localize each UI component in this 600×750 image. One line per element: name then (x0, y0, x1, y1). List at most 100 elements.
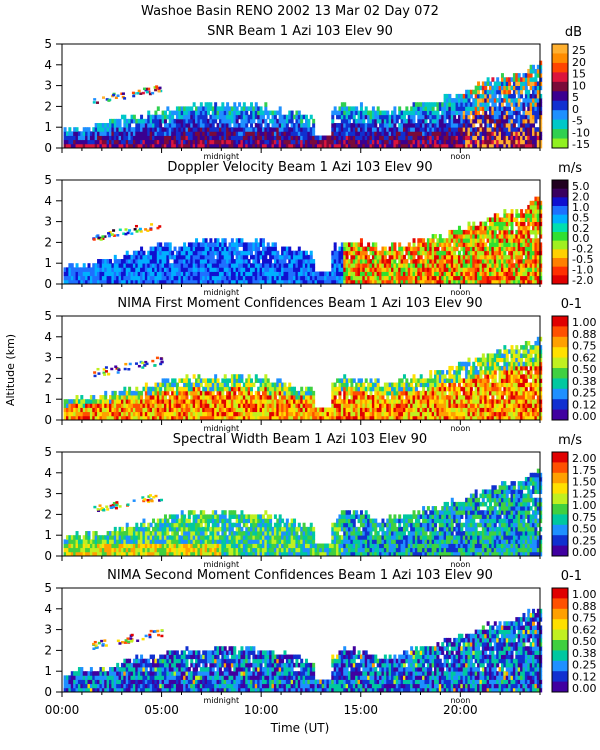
y-tick-label: 1 (44, 392, 52, 406)
colorbar-swatch (552, 671, 568, 683)
panel-2: Doppler Velocity Beam 1 Azi 103 Elev 90 0… (44, 160, 593, 297)
colorbar-swatch (552, 629, 568, 641)
y-tick-label: 2 (44, 507, 52, 521)
y-tick-label: 1 (44, 120, 52, 134)
panels-group: SNR Beam 1 Azi 103 Elev 90 0 1 2 3 4 5 midnight… (44, 24, 596, 705)
colorbar-label: 0.75 (572, 340, 597, 353)
y-tick-label: 4 (44, 58, 52, 72)
panel-5: NIMA Second Moment Confidences Beam 1 Az… (44, 568, 596, 705)
panel-3: NIMA First Moment Confidences Beam 1 Azi… (44, 296, 596, 433)
colorbar-swatch (552, 138, 568, 149)
time-marker-midnight: midnight (203, 152, 239, 161)
colorbar-label: -0.2 (572, 243, 593, 256)
colorbar-swatch (552, 110, 568, 121)
x-tick-label: 00:00 (45, 703, 80, 717)
colorbar-label: 0.12 (572, 398, 597, 411)
colorbar-label: 10 (572, 79, 586, 92)
colorbar-swatch (552, 472, 568, 484)
colorbar-swatch (552, 316, 568, 327)
units-label: 0-1 (561, 297, 582, 312)
colorbar-swatch (552, 266, 568, 276)
colorbar-swatch (552, 206, 568, 216)
y-tick-label: 3 (44, 79, 52, 93)
colorbar-swatch (552, 53, 568, 64)
colorbar-swatch (552, 388, 568, 400)
colorbar-frame (551, 43, 569, 149)
y-tick-label: 3 (44, 215, 52, 229)
x-tick-label: 05:00 (144, 703, 179, 717)
colorbar-swatch (552, 336, 568, 348)
y-tick-label: 2 (44, 235, 52, 249)
colorbar-swatch (552, 129, 568, 140)
units-label: m/s (558, 161, 582, 176)
colorbar-label: 1.00 (572, 499, 597, 512)
colorbar-swatch (552, 249, 568, 259)
colorbar-swatch (552, 650, 568, 662)
colorbar: 1.000.880.750.620.500.380.250.120.00 (551, 587, 597, 695)
main-title: Washoe Basin RENO 2002 13 Mar 02 Day 072 (141, 4, 439, 19)
y-tick-label: 0 (44, 141, 52, 155)
colorbar-swatch (552, 180, 568, 190)
time-marker-noon: noon (450, 560, 470, 569)
y-tick-label: 0 (44, 549, 52, 563)
colorbar-label: -15 (572, 138, 590, 151)
time-marker-noon: noon (450, 288, 470, 297)
colorbar-label: 1.00 (572, 588, 597, 601)
colorbar-label: 1.50 (572, 476, 597, 489)
colorbar-swatch (552, 462, 568, 474)
colorbar-label: 0 (572, 103, 579, 116)
colorbar-swatch (552, 223, 568, 233)
colorbar-swatch (552, 258, 568, 268)
y-tick-label: 0 (44, 685, 52, 699)
colorbar-swatch (552, 483, 568, 495)
colorbar-label: 0.5 (572, 211, 590, 224)
colorbar-swatch (552, 326, 568, 338)
panel-1: SNR Beam 1 Azi 103 Elev 90 0 1 2 3 4 5 midnight… (44, 24, 590, 161)
colorbar: 2.001.751.501.251.000.750.500.250.00 (551, 451, 597, 559)
x-axis: 00:00 05:00 10:00 15:00 20:00 (45, 703, 478, 717)
colorbar-swatch (552, 452, 568, 463)
colorbar-label: 1.0 (572, 201, 590, 214)
panel-title: NIMA First Moment Confidences Beam 1 Azi… (117, 296, 482, 311)
colorbar-swatch (552, 197, 568, 207)
colorbar-label: 0.12 (572, 670, 597, 683)
y-tick-label: 0 (44, 413, 52, 427)
panel-title: NIMA Second Moment Confidences Beam 1 Az… (107, 568, 493, 583)
colorbar-label: 1.25 (572, 487, 597, 500)
data-field (63, 196, 543, 285)
colorbar-swatch (552, 188, 568, 198)
colorbar-swatch (552, 504, 568, 515)
y-tick-label: 4 (44, 330, 52, 344)
x-tick-label: 10:00 (244, 703, 279, 717)
colorbar-label: -10 (572, 126, 590, 139)
y-tick-label: 3 (44, 351, 52, 365)
time-marker-noon: noon (450, 696, 470, 705)
units-label: m/s (558, 433, 582, 448)
panel-4: Spectral Width Beam 1 Azi 103 Elev 90 0 1 2… (44, 432, 596, 569)
colorbar-frame (551, 587, 569, 693)
colorbar-label: 0.50 (572, 363, 597, 376)
x-axis-label: Time (UT) (270, 721, 330, 735)
colorbar-swatch (552, 608, 568, 620)
colorbar-swatch (552, 681, 568, 693)
colorbar-swatch (552, 545, 568, 557)
colorbar-swatch (552, 240, 568, 250)
time-marker-midnight: midnight (203, 696, 239, 705)
colorbar-label: 0.00 (572, 410, 597, 423)
x-tick-label: 15:00 (343, 703, 378, 717)
colorbar-swatch (552, 535, 568, 547)
colorbar-label: 0.2 (572, 222, 590, 235)
y-tick-label: 0 (44, 277, 52, 291)
colorbar-label: 0.88 (572, 328, 597, 341)
colorbar-label: 15 (572, 68, 586, 81)
colorbar-label: 2.00 (572, 452, 597, 465)
colorbar-swatch (552, 347, 568, 359)
colorbar-swatch (552, 514, 568, 526)
colorbar-label: 0.50 (572, 523, 597, 536)
y-tick-label: 4 (44, 466, 52, 480)
colorbar-swatch (552, 81, 568, 92)
colorbar-label: -5 (572, 115, 583, 128)
colorbar-frame (551, 451, 569, 557)
